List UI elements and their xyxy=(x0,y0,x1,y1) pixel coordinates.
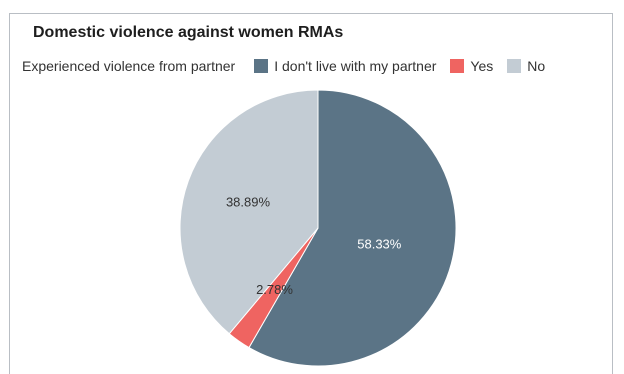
slice-label-no: 38.89% xyxy=(226,195,271,210)
slice-label-yes: 2.78% xyxy=(256,282,293,297)
legend-label-no: No xyxy=(527,58,546,74)
legend-item-no-partner[interactable]: I don't live with my partner xyxy=(254,58,436,74)
legend-swatch-no-partner xyxy=(254,59,269,73)
legend-item-no[interactable]: No xyxy=(507,58,545,74)
legend-label-no-partner: I don't live with my partner xyxy=(274,58,437,74)
legend-swatch-yes xyxy=(450,59,465,73)
chart-title: Domestic violence against women RMAs xyxy=(33,24,344,41)
pie-slice-no-partner[interactable] xyxy=(248,89,457,367)
legend-title: Experienced violence from partner xyxy=(22,58,236,74)
legend: Experienced violence from partner I don'… xyxy=(22,58,545,74)
pie-slice-no[interactable] xyxy=(179,89,319,335)
legend-label-yes: Yes xyxy=(470,58,494,74)
legend-item-yes[interactable]: Yes xyxy=(450,58,493,74)
legend-swatch-no xyxy=(507,59,522,73)
slice-label-no-partner: 58.33% xyxy=(357,236,402,251)
